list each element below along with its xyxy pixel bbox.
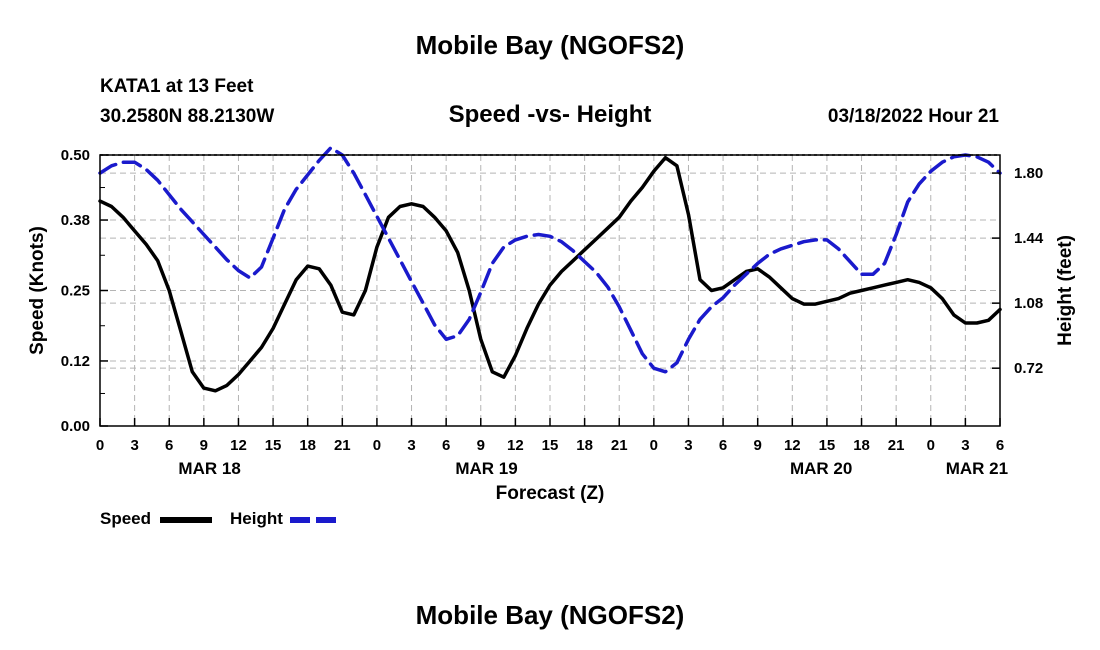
x-date-label: MAR 21: [946, 459, 1008, 478]
x-tick-label: 3: [961, 437, 969, 454]
x-tick-label: 18: [853, 437, 870, 454]
bottom-title: Mobile Bay (NGOFS2): [415, 600, 685, 630]
x-tick-label: 15: [265, 437, 282, 454]
chart-title: Mobile Bay (NGOFS2): [415, 30, 685, 60]
y-tick-label: 0.38: [61, 212, 90, 229]
y-tick-label: 0.25: [61, 283, 90, 300]
x-axis-title: Forecast (Z): [496, 483, 605, 504]
y-axis-title: Speed (Knots): [27, 226, 48, 355]
chart-subtitle: Speed -vs- Height: [448, 101, 652, 128]
x-date-label: MAR 19: [455, 459, 517, 478]
x-tick-label: 0: [96, 437, 104, 454]
x-tick-label: 3: [130, 437, 138, 454]
x-tick-label: 12: [507, 437, 524, 454]
x-tick-label: 21: [334, 437, 351, 454]
x-tick-label: 9: [200, 437, 208, 454]
chart-area: 0 3 6 9 12 15 18 21 0 3 6 9 12 15 18 21 0 3 6 9 12 15 18 21 0 3 6M…: [27, 146, 1076, 504]
y2-tick-label: 0.72: [1014, 360, 1043, 377]
x-tick-label: 6: [165, 437, 173, 454]
legend-speed-label: Speed: [100, 509, 152, 528]
y2-tick-label: 1.80: [1014, 165, 1043, 182]
y2-tick-label: 1.44: [1014, 230, 1044, 247]
x-tick-label: 6: [442, 437, 450, 454]
speed-series-line: [98, 155, 1002, 393]
y-tick-label: 0.12: [61, 353, 90, 370]
x-tick-label: 21: [888, 437, 905, 454]
station-name: KATA1 at 13 Feet: [100, 76, 254, 97]
x-tick-label: 0: [927, 437, 935, 454]
height-series-line: [98, 146, 1002, 374]
x-tick-label: 6: [719, 437, 727, 454]
x-tick-label: 3: [684, 437, 692, 454]
x-tick-label: 9: [754, 437, 762, 454]
x-tick-label: 9: [477, 437, 485, 454]
y-tick-label: 0.00: [61, 418, 90, 435]
x-tick-label: 15: [819, 437, 836, 454]
x-tick-label: 18: [576, 437, 593, 454]
legend-height-label: Height: [230, 509, 283, 528]
forecast-datetime: 03/18/2022 Hour 21: [827, 106, 999, 127]
x-tick-label: 0: [373, 437, 381, 454]
legend-height-line: [290, 517, 342, 523]
y2-tick-label: 1.08: [1014, 295, 1043, 312]
x-tick-label: 21: [611, 437, 628, 454]
x-tick-label: 3: [407, 437, 415, 454]
y2-axis-title: Height (feet): [1055, 235, 1076, 346]
x-date-label: MAR 20: [790, 459, 852, 478]
x-tick-label: 18: [299, 437, 316, 454]
x-tick-label: 6: [996, 437, 1004, 454]
x-tick-label: 12: [230, 437, 247, 454]
x-date-label: MAR 18: [178, 459, 240, 478]
station-coords: 30.2580N 88.2130W: [100, 106, 275, 127]
x-tick-label: 15: [542, 437, 559, 454]
x-tick-label: 12: [784, 437, 801, 454]
x-tick-label: 0: [650, 437, 658, 454]
legend-speed-line: [160, 517, 212, 523]
y-tick-label: 0.50: [61, 147, 90, 164]
